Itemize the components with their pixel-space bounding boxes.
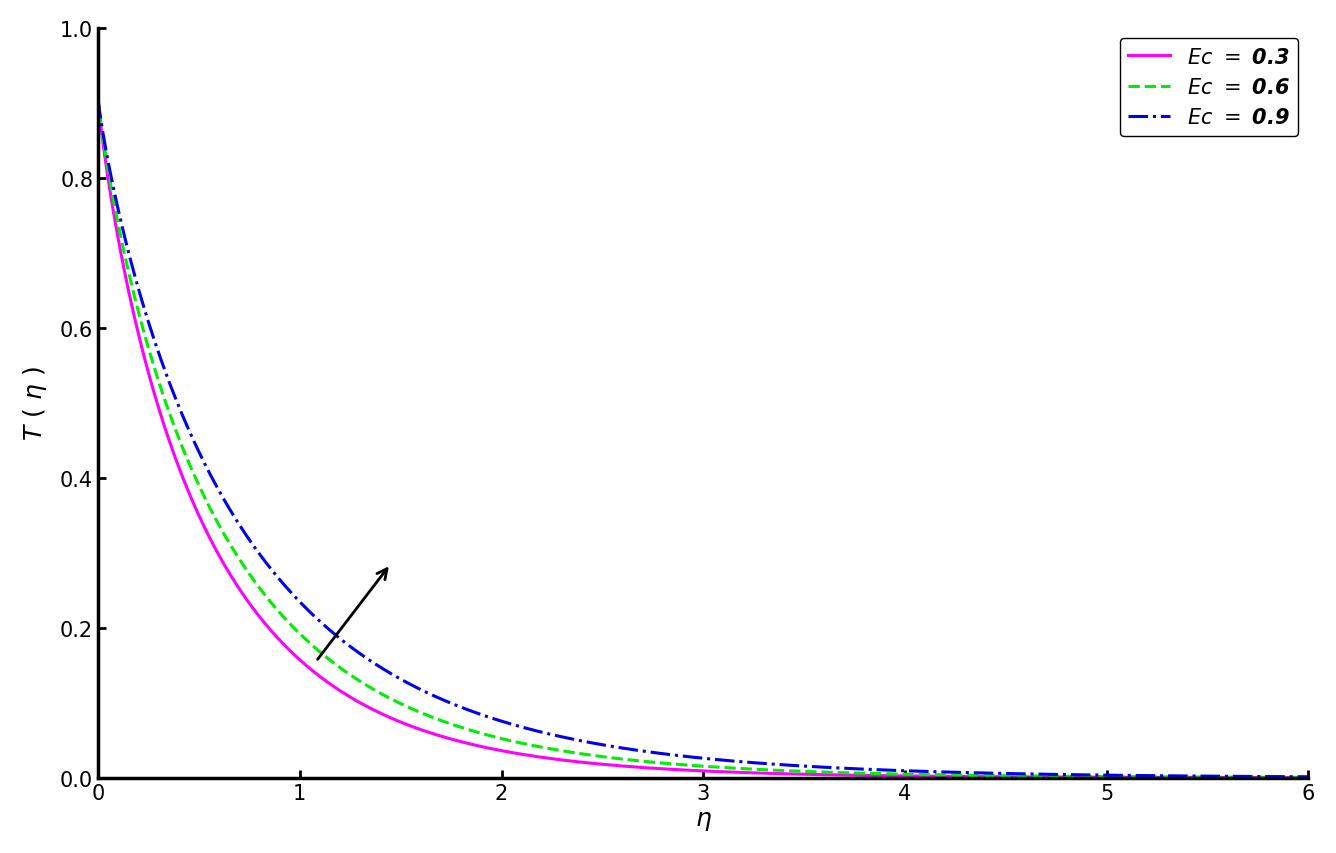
$\it{Ec}$ $=$ 0.6 [679,760,695,770]
$\it{Ec}$ $=$ 0.9 [1265,772,1281,782]
$\it{Ec}$ $=$ 0.6 [152,380,168,391]
Line: $\it{Ec}$ $=$ 0.3: $\it{Ec}$ $=$ 0.3 [98,100,1308,778]
Line: $\it{Ec}$ $=$ 0.6: $\it{Ec}$ $=$ 0.6 [98,100,1308,777]
$\it{Ec}$ $=$ 0.3 [1043,772,1059,782]
$\it{Ec}$ $=$ 0.6 [1265,772,1281,782]
Y-axis label: $\bf{\it{T\ (\ \eta\ )}}$: $\bf{\it{T\ (\ \eta\ )}}$ [21,366,49,441]
$\it{Ec}$ $=$ 0.9 [1265,772,1281,782]
Legend: $\mathit{Ec}$ $=$ 0.3, $\mathit{Ec}$ $=$ 0.6, $\mathit{Ec}$ $=$ 0.9: $\mathit{Ec}$ $=$ 0.3, $\mathit{Ec}$ $=$… [1120,39,1299,136]
$\it{Ec}$ $=$ 0.9 [1043,769,1059,780]
$\it{Ec}$ $=$ 0.3 [679,765,695,775]
$\it{Ec}$ $=$ 0.6 [1265,772,1281,782]
$\it{Ec}$ $=$ 0.6 [1300,772,1316,782]
$\it{Ec}$ $=$ 0.3 [1300,773,1316,783]
$\it{Ec}$ $=$ 0.6 [1043,771,1059,781]
X-axis label: $\bf{\it{\eta}}$: $\bf{\it{\eta}}$ [695,809,712,833]
$\it{Ec}$ $=$ 0.6 [647,757,663,768]
$\it{Ec}$ $=$ 0.9 [152,351,168,362]
$\it{Ec}$ $=$ 0.3 [1265,773,1281,783]
Line: $\it{Ec}$ $=$ 0.9: $\it{Ec}$ $=$ 0.9 [98,100,1308,777]
$\it{Ec}$ $=$ 0.3 [152,407,168,417]
$\it{Ec}$ $=$ 0.6 [90,95,106,105]
$\it{Ec}$ $=$ 0.3 [647,763,663,774]
$\it{Ec}$ $=$ 0.3 [90,95,106,105]
$\it{Ec}$ $=$ 0.9 [679,751,695,762]
$\it{Ec}$ $=$ 0.9 [1300,772,1316,782]
$\it{Ec}$ $=$ 0.9 [90,95,106,105]
$\it{Ec}$ $=$ 0.9 [647,747,663,757]
$\it{Ec}$ $=$ 0.3 [1265,773,1281,783]
